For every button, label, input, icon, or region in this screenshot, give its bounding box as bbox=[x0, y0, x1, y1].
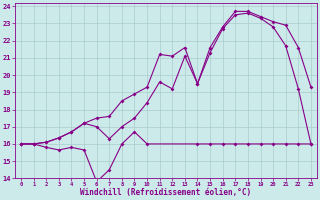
X-axis label: Windchill (Refroidissement éolien,°C): Windchill (Refroidissement éolien,°C) bbox=[80, 188, 252, 197]
